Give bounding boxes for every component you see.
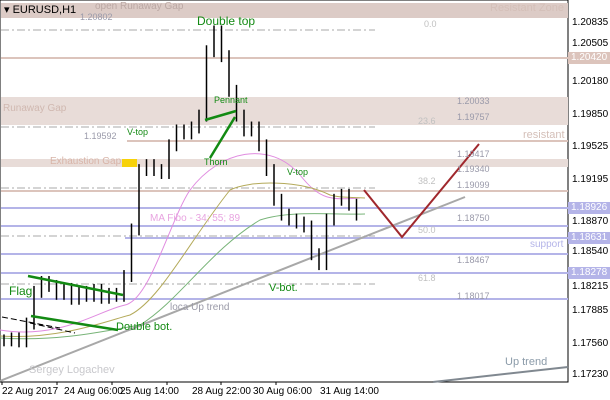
time-ticks	[1, 382, 277, 385]
dropdown-icon[interactable]: ▾	[4, 4, 13, 16]
fibo-label: 61.8	[418, 273, 436, 283]
double-top-label: Double top	[197, 14, 256, 28]
level-label: 1.19099	[457, 180, 490, 190]
level-label: 1.18017	[457, 291, 490, 301]
price-tick: 1.20835	[572, 17, 609, 28]
price-tick: 1.17230	[572, 369, 609, 380]
pennant-lower-line	[208, 116, 237, 159]
price-tick: 1.17885	[572, 305, 609, 316]
price-tag: 1.18926	[568, 202, 610, 214]
fibo-label: 50.0	[418, 225, 436, 235]
v-bot-label: V-bot.	[269, 282, 298, 294]
price-tick: 1.18540	[572, 246, 609, 257]
time-tick: 24 Aug 06:00	[64, 386, 123, 397]
pennant-upper-line	[204, 109, 237, 122]
open-runaway-gap-label: open Runaway Gap	[95, 1, 184, 12]
author-watermark: Sergey Logachev	[29, 364, 115, 376]
price-tick: 1.20180	[572, 76, 609, 87]
resistant-label: resistant	[523, 129, 565, 141]
level-label: 1.19417	[457, 149, 490, 159]
price-tick: 1.19195	[572, 174, 609, 185]
ma-fibo-label: MA Fibo - 34; 55; 89	[150, 213, 241, 224]
support-lines	[1, 207, 568, 300]
fibo-label: 23.6	[418, 116, 436, 126]
flag-upper-line	[27, 274, 124, 297]
exhaustion-gap-band	[1, 159, 568, 167]
support-label: support	[530, 239, 564, 250]
level-label: 1.20033	[457, 96, 490, 106]
ma-55-line	[0, 182, 366, 338]
runaway-gap-label: Runaway Gap	[3, 103, 67, 114]
resistant-zone-label: Resistant Zone	[490, 2, 564, 14]
runaway-gap-band	[1, 97, 568, 125]
time-tick: 28 Aug 22:00	[192, 386, 251, 397]
local-up-trend-line[interactable]	[0, 196, 466, 382]
level-label: 1.19757	[457, 112, 490, 122]
symbol-label[interactable]: ▾ EURUSD,H1	[4, 4, 77, 16]
level-label: 1.18750	[457, 213, 490, 223]
ma-89-line	[0, 213, 366, 340]
level-label: 1.18467	[457, 255, 490, 265]
price-tick: 1.19525	[572, 141, 609, 152]
double-bot-label: Double bot.	[116, 321, 173, 333]
level-label: 1.19592	[84, 131, 117, 141]
pattern-lines[interactable]	[27, 109, 237, 332]
fibo-label: 0.0	[424, 19, 437, 29]
level-label: 1.19340	[457, 164, 490, 174]
flag-label: Flag	[9, 284, 33, 298]
dashed-trend-line	[1, 316, 76, 334]
up-trend-line[interactable]	[432, 366, 569, 383]
forecast-line[interactable]	[363, 143, 480, 239]
exhaustion-gap-marker	[122, 159, 137, 167]
pennant-label: Pennant	[214, 95, 248, 105]
price-tag: 1.20420	[568, 52, 610, 64]
price-tick: 1.20505	[572, 38, 609, 49]
v-top-label-2: V-top	[287, 167, 309, 177]
price-tag: 1.18278	[568, 267, 610, 279]
time-tick: 30 Aug 06:00	[253, 386, 312, 397]
time-tick: 25 Aug 14:00	[120, 386, 179, 397]
v-top-label: V-top	[127, 127, 149, 137]
price-tick: 1.19850	[572, 109, 609, 120]
fibo-label: 38.2	[418, 176, 436, 186]
exhaustion-gap-label: Exhaustion Gap	[50, 156, 122, 167]
price-tick: 1.17560	[572, 338, 609, 349]
price-tick: 1.18870	[572, 216, 609, 227]
resistant-zone-band	[1, 3, 568, 18]
price-tick: 1.18215	[572, 281, 609, 292]
local-up-trend-label: loca Up trend	[170, 302, 230, 313]
flag-lower-line	[30, 314, 119, 332]
thorn-label: Thorn	[204, 157, 228, 167]
level-label: 1.20802	[80, 12, 113, 22]
up-trend-label: Up trend	[505, 356, 548, 368]
time-tick: 22 Aug 2017	[2, 386, 59, 397]
ma-34-line	[0, 153, 361, 333]
time-tick: 31 Aug 14:00	[320, 386, 379, 397]
price-tag: 1.18631	[568, 232, 610, 244]
